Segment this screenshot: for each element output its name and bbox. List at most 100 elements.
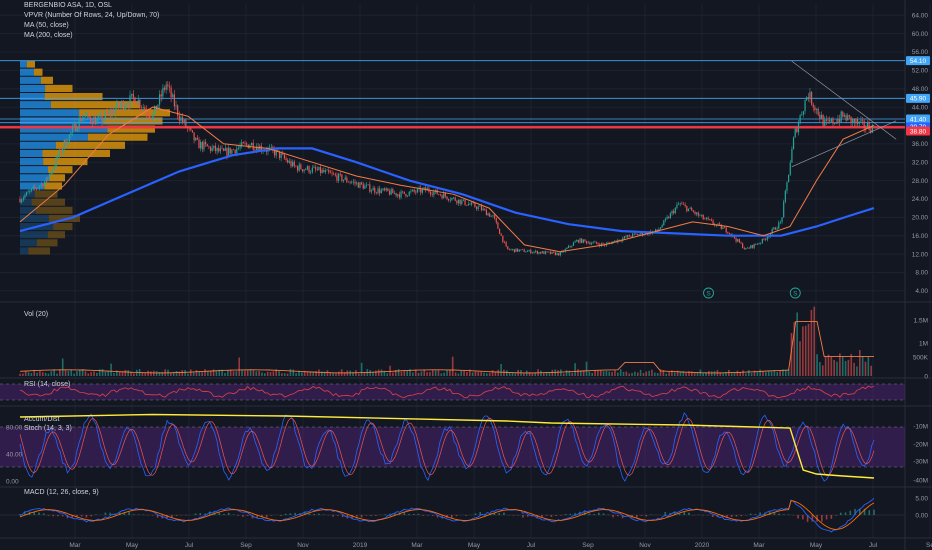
macd-histogram-bar (436, 515, 439, 518)
macd-histogram-bar (351, 515, 353, 519)
volume-bar (659, 369, 662, 376)
accdist-pane-label[interactable]: Accum/Dist (24, 416, 60, 423)
candle-body (627, 235, 629, 238)
candle-body (415, 191, 417, 193)
candle-body (203, 141, 205, 150)
candle-body (62, 148, 64, 153)
pane-tick-label: -30M (913, 458, 928, 465)
vpvr-row-down (48, 166, 73, 174)
vpvr-row-up (20, 60, 27, 68)
volume-bar (816, 354, 818, 376)
macd-histogram-bar (365, 515, 368, 516)
candle-body (572, 242, 575, 246)
candle-body (748, 247, 750, 249)
volume-bar (557, 370, 559, 376)
candle-body (566, 247, 568, 250)
volume-bar (839, 353, 841, 376)
macd-histogram-bar (726, 515, 728, 518)
volume-bar (494, 371, 497, 376)
candle-body (180, 117, 182, 121)
volume-bar (431, 369, 434, 376)
volume-bar (514, 373, 517, 376)
macd-histogram-bar (61, 515, 64, 517)
volume-bar (500, 364, 502, 376)
vpvr-row-down (42, 149, 110, 157)
macd-histogram-bar (42, 513, 45, 515)
y-tick-label: 24.00 (912, 196, 929, 203)
pane-tick-label: -40M (913, 477, 928, 484)
volume-bar (645, 371, 648, 376)
candle-body (116, 102, 118, 109)
vpvr-row-up (20, 149, 43, 157)
candle-body (55, 157, 57, 167)
macd-histogram-bar (588, 513, 591, 515)
vpvr-row-up (20, 68, 34, 76)
ma200-legend[interactable]: MA (200, close) (24, 32, 73, 39)
vpvr-row-down (26, 60, 35, 68)
candle-body (635, 233, 637, 235)
candle-body (306, 166, 309, 170)
volume-bar (574, 363, 576, 376)
event-marker-label: S (793, 290, 798, 297)
volume-bar (568, 370, 571, 376)
candle-body (393, 192, 396, 194)
candle-body (829, 120, 831, 122)
x-tick-label: Mar (753, 542, 765, 549)
candle-body (124, 106, 126, 110)
price-tag (906, 126, 930, 136)
volume-bar (708, 370, 710, 376)
macd-histogram-bar (280, 515, 282, 516)
candle-body (246, 143, 248, 145)
candle-body (671, 210, 673, 214)
candle-body (374, 187, 376, 193)
volume-bar (249, 369, 252, 376)
candle-body (860, 120, 862, 122)
macd-histogram-bar (199, 513, 202, 515)
candle-body (587, 242, 589, 244)
volume-bar (275, 369, 278, 376)
candle-body (448, 199, 450, 201)
candle-body (512, 249, 514, 250)
rsi-pane-label[interactable]: RSI (14, close) (24, 381, 71, 388)
candle-body (283, 154, 286, 159)
candle-body (815, 108, 818, 111)
stoch-pane-label[interactable]: Stoch (14, 3, 3) (24, 425, 72, 432)
candle-body (625, 236, 627, 238)
candle-body (269, 147, 271, 149)
candle-body (472, 202, 474, 204)
vol-pane-label[interactable]: Vol (20) (24, 311, 49, 318)
candle-body (127, 105, 129, 107)
candle-body (305, 169, 307, 171)
vpvr-row-up (20, 93, 45, 101)
candle-body (530, 249, 532, 254)
candle-body (388, 191, 391, 195)
volume-bar (272, 371, 275, 376)
candle-body (188, 128, 190, 129)
volume-bar (198, 371, 201, 376)
chart-title[interactable]: BERGENBIO ASA, 1D, OSL (24, 2, 112, 9)
candle-body (553, 251, 555, 253)
candle-body (592, 242, 594, 244)
candle-body (319, 166, 322, 173)
volume-bar (725, 372, 727, 376)
volume-bar (628, 373, 631, 376)
volume-bar (98, 369, 101, 376)
macd-pane-label[interactable]: MACD (12, 26, close, 9) (24, 489, 99, 496)
vpvr-legend[interactable]: VPVR (Number Of Rows, 24, Up/Down, 70) (24, 12, 160, 19)
candle-body (190, 128, 192, 131)
ma50-legend[interactable]: MA (50, close) (24, 22, 69, 29)
candle-body (538, 252, 540, 254)
candle-body (81, 117, 84, 122)
volume-bar (283, 373, 286, 376)
macd-histogram-bar (242, 515, 244, 517)
macd-histogram-bar (749, 513, 752, 515)
volume-bar (130, 371, 132, 376)
macd-histogram-bar (873, 509, 875, 515)
macd-histogram-bar (375, 515, 377, 516)
macd-histogram-bar (474, 513, 477, 515)
candle-body (485, 209, 488, 216)
volume-bar (397, 369, 400, 376)
macd-histogram-bar (598, 512, 600, 515)
macd-histogram-bar (104, 512, 107, 515)
